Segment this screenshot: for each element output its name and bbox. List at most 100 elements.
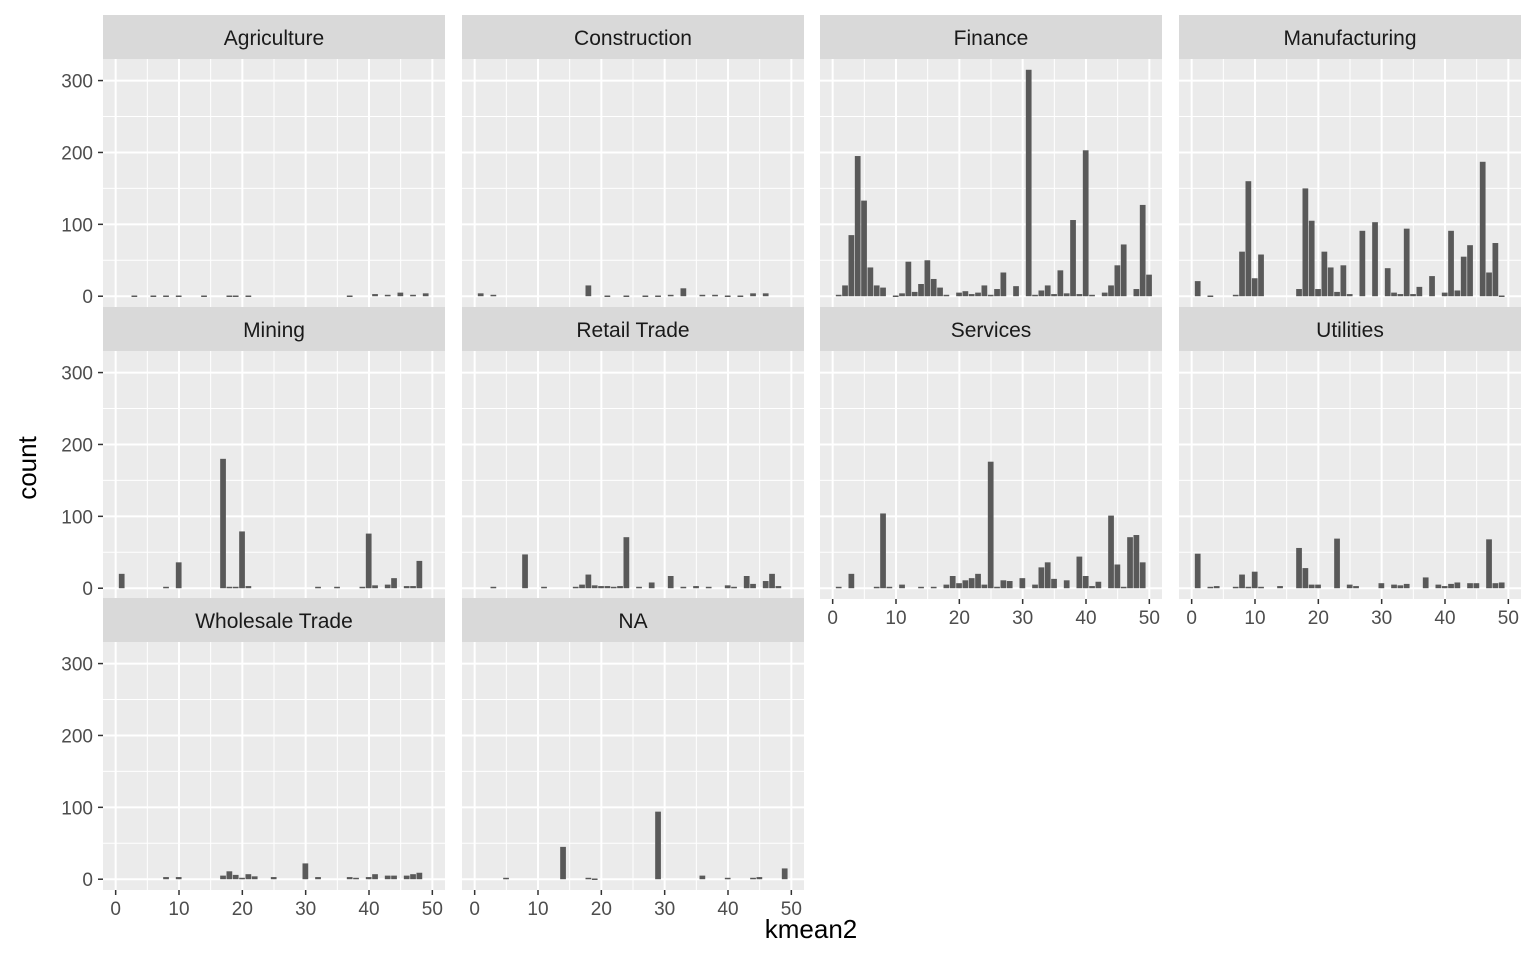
histogram-bar <box>1302 188 1309 297</box>
histogram-bar <box>1346 294 1353 297</box>
histogram-bar <box>163 877 169 880</box>
facet-strip-label: Manufacturing <box>1283 27 1416 50</box>
histogram-bar <box>1245 586 1252 589</box>
histogram-bar <box>403 586 410 589</box>
histogram-bar <box>1258 586 1264 589</box>
facet-strip-label: Finance <box>954 27 1029 50</box>
histogram-bar <box>762 293 769 297</box>
facet-strip <box>820 15 1162 59</box>
histogram-bar <box>245 295 252 297</box>
histogram-bar <box>365 877 372 880</box>
histogram-bar <box>560 846 566 880</box>
histogram-bar <box>962 580 969 589</box>
facet-strip <box>103 15 445 59</box>
histogram-bar <box>270 877 277 880</box>
histogram-bar <box>1277 586 1283 589</box>
histogram-bar <box>642 295 649 297</box>
histogram-bar <box>359 586 366 589</box>
histogram-bar <box>1038 567 1045 589</box>
histogram-bar <box>150 295 157 297</box>
histogram-bar <box>750 293 756 297</box>
histogram-bar <box>353 877 359 880</box>
histogram-bar <box>1251 278 1258 297</box>
histogram-bar <box>391 875 397 880</box>
facet-finance: Finance <box>820 15 1162 307</box>
histogram-bar <box>1194 553 1201 589</box>
histogram-bar <box>1063 293 1070 297</box>
histogram-bar <box>226 295 233 297</box>
x-tick-label: 10 <box>527 899 548 920</box>
histogram-bar <box>918 284 924 297</box>
histogram-bar <box>835 294 842 297</box>
histogram-bar <box>591 878 598 880</box>
histogram-bar <box>232 295 239 297</box>
histogram-bar <box>880 513 886 589</box>
histogram-bar <box>994 289 1000 297</box>
x-tick-label: 50 <box>1498 608 1519 629</box>
histogram-bar <box>724 585 731 589</box>
histogram-bar <box>750 583 756 589</box>
histogram-bar <box>1038 290 1045 297</box>
histogram-bar <box>1435 584 1442 589</box>
histogram-bar <box>1063 580 1070 589</box>
histogram-bar <box>175 562 182 589</box>
histogram-bar <box>1498 295 1505 297</box>
histogram-bar <box>699 294 706 297</box>
histogram-bar <box>848 235 855 297</box>
histogram-bar <box>598 586 604 589</box>
histogram-bar <box>391 578 397 589</box>
histogram-bar <box>585 285 592 297</box>
histogram-bar <box>835 586 842 589</box>
histogram-bar <box>1213 586 1220 589</box>
x-tick-label: 20 <box>949 608 970 629</box>
facet-construction: Construction <box>462 15 804 307</box>
histogram-bar <box>712 294 718 297</box>
histogram-bar <box>232 586 239 589</box>
histogram-bar <box>346 295 353 297</box>
histogram-bar <box>585 574 592 589</box>
histogram-bar <box>680 288 687 297</box>
histogram-bar <box>693 586 699 589</box>
histogram-bar <box>1378 583 1385 589</box>
histogram-bar <box>930 278 937 297</box>
histogram-bar <box>756 877 763 880</box>
facet-strip <box>462 15 804 59</box>
histogram-bar <box>384 584 391 589</box>
histogram-bar <box>1139 562 1146 589</box>
histogram-bar <box>1308 220 1315 297</box>
histogram-bar <box>403 875 410 880</box>
facet-strip-label: Construction <box>574 27 692 50</box>
histogram-bar <box>1492 583 1499 589</box>
histogram-bar <box>956 292 962 297</box>
histogram-bar <box>1108 285 1114 297</box>
histogram-bar <box>994 586 1000 589</box>
histogram-bar <box>968 294 975 297</box>
histogram-bar <box>1082 150 1089 297</box>
y-tick-label: 300 <box>61 655 93 676</box>
histogram-bar <box>201 295 207 297</box>
histogram-bar <box>1296 289 1302 297</box>
histogram-bar <box>384 294 391 297</box>
histogram-bar <box>1239 251 1245 297</box>
histogram-bar <box>1051 578 1057 589</box>
histogram-bar <box>245 586 252 589</box>
y-tick-label: 200 <box>61 435 93 456</box>
histogram-bar <box>949 576 956 589</box>
histogram-bar <box>1315 584 1321 589</box>
histogram-bar <box>886 586 893 589</box>
histogram-bar <box>1410 294 1416 297</box>
histogram-bar <box>131 295 138 297</box>
histogram-bar <box>750 877 756 880</box>
histogram-bar <box>1448 583 1454 589</box>
facet-mining: Mining 0 100 200 300 <box>61 307 445 600</box>
facet-wholesale-trade: Wholesale Trade 0 100 200 300 0 10 20 30 40 50 <box>61 598 445 920</box>
x-tick-label: 0 <box>469 899 480 920</box>
histogram-bar <box>1245 181 1252 297</box>
histogram-bar <box>591 585 598 589</box>
histogram-bar <box>1044 285 1051 297</box>
facet-utilities: Utilities 0 10 20 30 40 50 <box>1179 307 1521 629</box>
histogram-bar <box>175 877 182 880</box>
x-tick-label: 40 <box>1434 608 1455 629</box>
histogram-bar <box>1044 562 1051 589</box>
